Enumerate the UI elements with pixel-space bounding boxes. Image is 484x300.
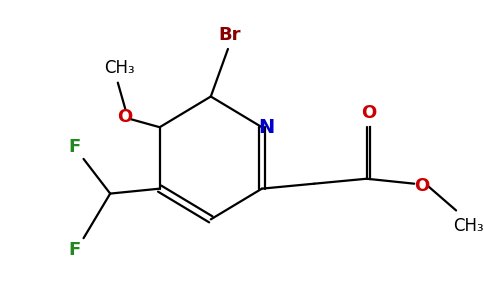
- Text: CH₃: CH₃: [453, 217, 484, 235]
- Text: CH₃: CH₃: [105, 59, 135, 77]
- Text: Br: Br: [219, 26, 241, 44]
- Text: N: N: [258, 118, 275, 137]
- Text: O: O: [117, 108, 132, 126]
- Text: O: O: [414, 177, 429, 195]
- Text: F: F: [68, 241, 80, 259]
- Text: F: F: [68, 138, 80, 156]
- Text: O: O: [361, 104, 376, 122]
